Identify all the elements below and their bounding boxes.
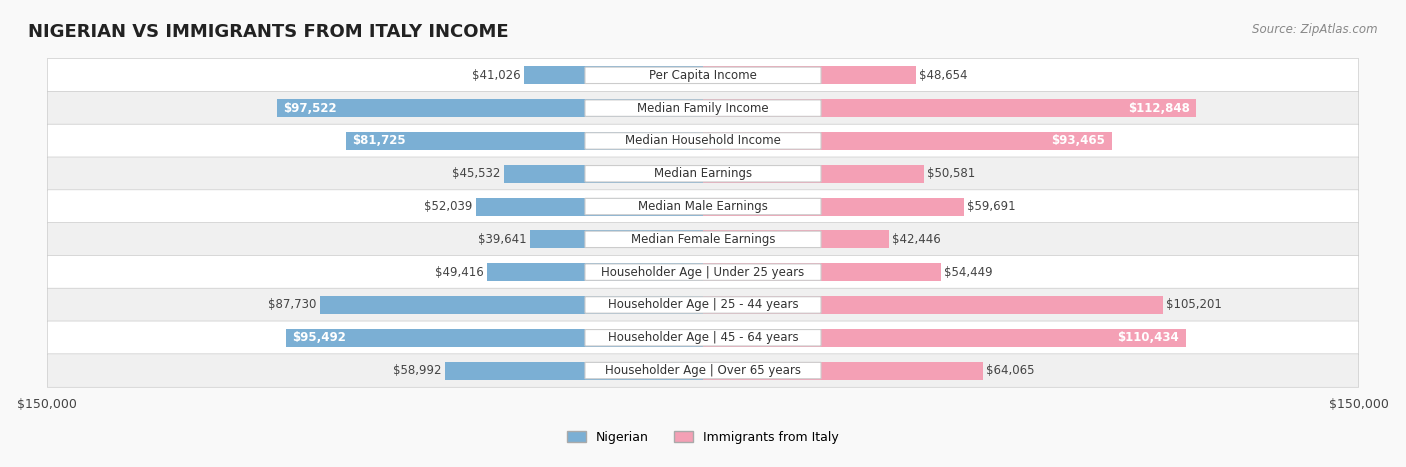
FancyBboxPatch shape [48,354,1358,387]
Bar [703,198,965,216]
Text: $95,492: $95,492 [292,331,346,344]
Text: NIGERIAN VS IMMIGRANTS FROM ITALY INCOME: NIGERIAN VS IMMIGRANTS FROM ITALY INCOME [28,23,509,42]
Text: $97,522: $97,522 [283,102,337,114]
Text: Median Female Earnings: Median Female Earnings [631,233,775,246]
FancyBboxPatch shape [585,231,821,248]
Text: Householder Age | 25 - 44 years: Householder Age | 25 - 44 years [607,298,799,311]
Bar [523,66,703,85]
Bar [475,198,703,216]
Text: Median Male Earnings: Median Male Earnings [638,200,768,213]
Text: $87,730: $87,730 [269,298,316,311]
Text: $42,446: $42,446 [891,233,941,246]
Bar [703,132,1112,150]
Text: $93,465: $93,465 [1052,134,1105,148]
Bar [703,361,983,380]
Bar [703,165,924,183]
Text: Householder Age | 45 - 64 years: Householder Age | 45 - 64 years [607,331,799,344]
Legend: Nigerian, Immigrants from Italy: Nigerian, Immigrants from Italy [562,426,844,449]
Text: $105,201: $105,201 [1166,298,1222,311]
FancyBboxPatch shape [585,198,821,215]
Bar [503,165,703,183]
Bar [703,66,915,85]
Text: $52,039: $52,039 [423,200,472,213]
FancyBboxPatch shape [48,190,1358,223]
FancyBboxPatch shape [585,362,821,379]
Text: $64,065: $64,065 [986,364,1035,377]
FancyBboxPatch shape [48,255,1358,289]
Text: Median Family Income: Median Family Income [637,102,769,114]
FancyBboxPatch shape [48,157,1358,191]
FancyBboxPatch shape [585,264,821,280]
Bar [285,329,703,347]
Text: $41,026: $41,026 [472,69,520,82]
FancyBboxPatch shape [48,321,1358,354]
Text: Median Earnings: Median Earnings [654,167,752,180]
Bar [446,361,703,380]
Text: $54,449: $54,449 [945,266,993,279]
FancyBboxPatch shape [48,92,1358,125]
Text: $110,434: $110,434 [1118,331,1180,344]
FancyBboxPatch shape [48,58,1358,92]
FancyBboxPatch shape [48,288,1358,322]
FancyBboxPatch shape [585,133,821,149]
FancyBboxPatch shape [585,165,821,182]
Bar [277,99,703,117]
Text: $81,725: $81,725 [353,134,406,148]
Text: Source: ZipAtlas.com: Source: ZipAtlas.com [1253,23,1378,36]
Text: $49,416: $49,416 [434,266,484,279]
Text: $112,848: $112,848 [1128,102,1189,114]
Bar [319,296,703,314]
FancyBboxPatch shape [48,124,1358,158]
FancyBboxPatch shape [48,223,1358,256]
FancyBboxPatch shape [585,330,821,346]
FancyBboxPatch shape [585,67,821,84]
FancyBboxPatch shape [585,100,821,116]
Bar [486,263,703,281]
Bar [703,230,889,248]
Bar [703,329,1185,347]
Text: Median Household Income: Median Household Income [626,134,780,148]
Text: $58,992: $58,992 [394,364,441,377]
Bar [703,99,1197,117]
Text: $45,532: $45,532 [453,167,501,180]
Bar [703,263,941,281]
Text: Per Capita Income: Per Capita Income [650,69,756,82]
Text: Householder Age | Over 65 years: Householder Age | Over 65 years [605,364,801,377]
Bar [703,296,1163,314]
Text: $48,654: $48,654 [920,69,967,82]
Text: $59,691: $59,691 [967,200,1015,213]
FancyBboxPatch shape [585,297,821,313]
Text: Householder Age | Under 25 years: Householder Age | Under 25 years [602,266,804,279]
Bar [530,230,703,248]
Text: $39,641: $39,641 [478,233,526,246]
Bar [346,132,703,150]
Text: $50,581: $50,581 [928,167,976,180]
